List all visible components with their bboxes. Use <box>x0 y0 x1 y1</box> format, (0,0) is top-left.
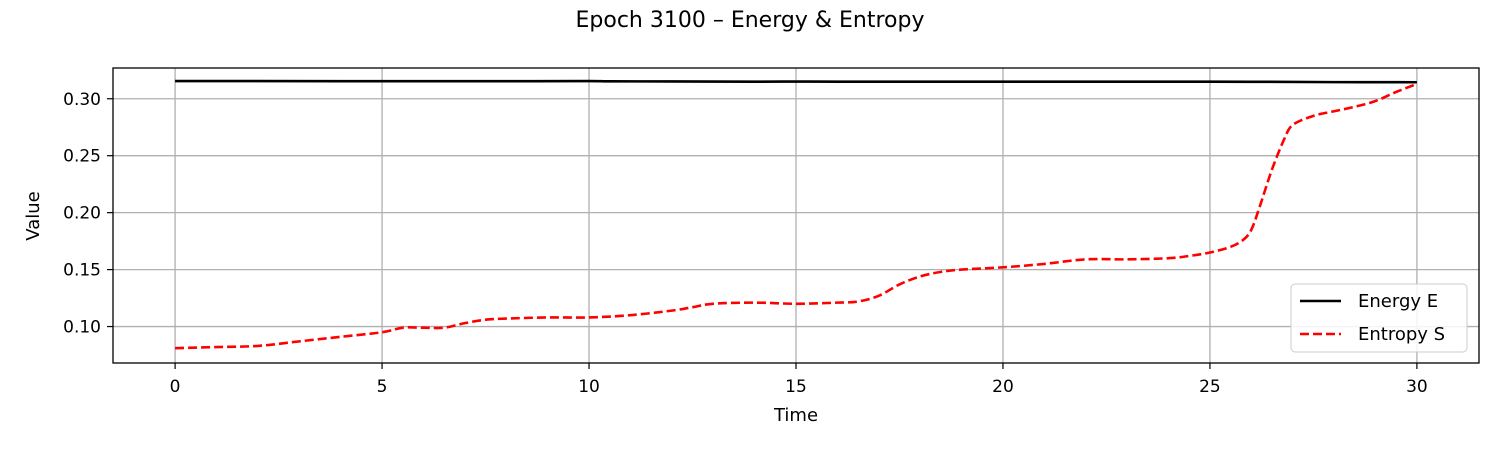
energy-series-line <box>175 79 1417 84</box>
chart-title: Epoch 3100 – Energy & Entropy <box>576 8 925 33</box>
x-tick-label: 15 <box>785 377 807 397</box>
y-tick-label: 0.30 <box>63 90 101 110</box>
x-tick-label: 5 <box>377 377 388 397</box>
x-tick-label: 25 <box>1199 377 1221 397</box>
y-axis-label: Value <box>23 191 44 240</box>
series-lines <box>175 79 1418 350</box>
y-tick-label: 0.25 <box>63 147 101 167</box>
legend-label-energy: Energy E <box>1358 291 1438 312</box>
axis-ticks: 0 5 10 15 20 25 30 0.10 0.15 0.20 0.25 0.30 <box>63 90 1428 397</box>
grid <box>113 68 1479 363</box>
y-tick-label: 0.15 <box>63 261 101 281</box>
y-tick-label: 0.10 <box>63 318 101 338</box>
legend-label-entropy: Entropy S <box>1358 324 1445 345</box>
x-tick-label: 30 <box>1406 377 1428 397</box>
x-tick-label: 0 <box>170 377 181 397</box>
x-axis-label: Time <box>773 405 818 426</box>
y-tick-label: 0.20 <box>63 204 101 224</box>
legend: Energy E Entropy S <box>1290 283 1468 353</box>
x-tick-label: 20 <box>992 377 1014 397</box>
x-tick-label: 10 <box>578 377 600 397</box>
entropy-series-line <box>175 82 1418 350</box>
